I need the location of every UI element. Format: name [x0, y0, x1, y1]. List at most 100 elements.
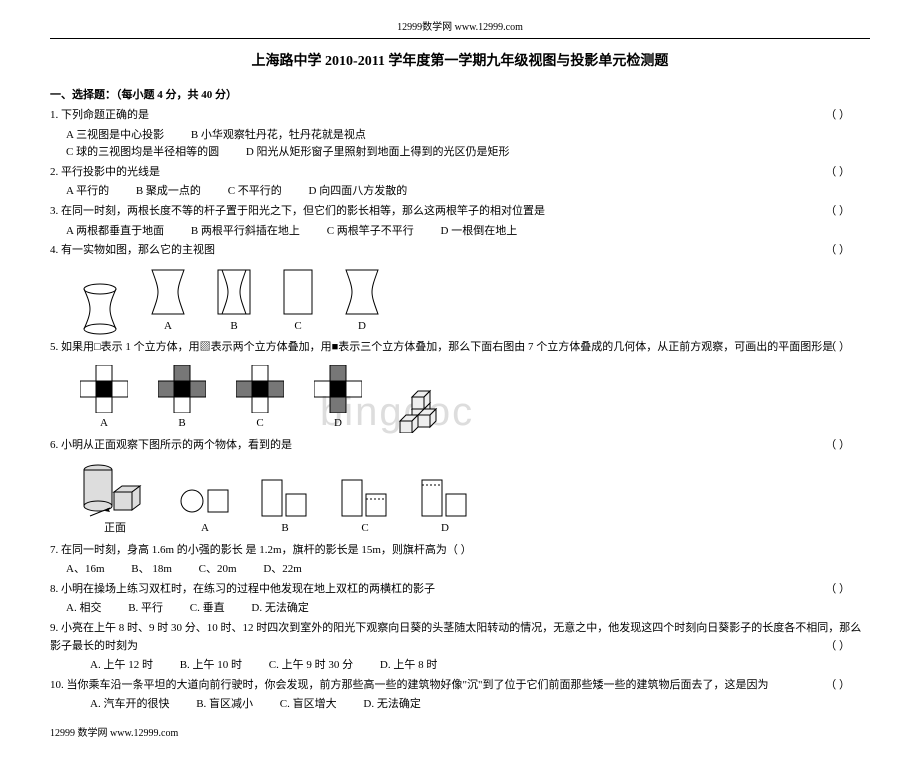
q5-opt-c: C: [236, 365, 284, 433]
hourglass-solid-icon: [80, 283, 120, 335]
opt-c: C 不平行的: [228, 185, 282, 197]
question-4: 4. 有一实物如图，那么它的主视图 （ ）: [50, 242, 870, 260]
view-a-icon: [180, 484, 230, 518]
q4-figures: A B C D: [50, 262, 870, 338]
label-d: D: [420, 520, 470, 538]
opt-b: B、 18m: [131, 563, 172, 575]
view-c-icon: [340, 478, 390, 518]
q9-stem: 9. 小亮在上午 8 时、9 时 30 分、10 时、12 时四次到室外的阳光下…: [50, 622, 861, 652]
page-title: 上海路中学 2010-2011 学年度第一学期九年级视图与投影单元检测题: [50, 51, 870, 73]
q4-opt-b: B: [216, 268, 252, 336]
label-c: C: [282, 318, 314, 336]
question-5: 5. 如果用□表示 1 个立方体，用▨表示两个立方体叠加，用■表示三个立方体叠加…: [50, 339, 870, 357]
q10-stem: 10. 当你乘车沿一条平坦的大道向前行驶时，你会发现，前方那些高一些的建筑物好像…: [50, 679, 768, 691]
q4-solid: [80, 283, 120, 335]
question-8: 8. 小明在操场上练习双杠时，在练习的过程中他发现在地上双杠的两横杠的影子 （ …: [50, 581, 870, 599]
grid-c-icon: [236, 365, 284, 413]
answer-blank: （ ）: [825, 437, 850, 455]
shape-a-icon: [150, 268, 186, 316]
opt-c: C、20m: [199, 563, 237, 575]
question-6: 6. 小明从正面观察下图所示的两个物体，看到的是 （ ）: [50, 437, 870, 455]
opt-d: D 阳光从矩形窗子里照射到地面上得到的光区仍是矩形: [246, 146, 510, 158]
q4-opt-d: D: [344, 268, 380, 336]
q6-objects: 正面: [80, 462, 150, 538]
opt-d: D 向四面八方发散的: [309, 185, 408, 197]
q6-opt-b: B: [260, 478, 310, 538]
label-b: B: [158, 415, 206, 433]
question-2: 2. 平行投影中的光线是 （ ）: [50, 164, 870, 182]
q4-opt-a: A: [150, 268, 186, 336]
opt-c: C 两根竿子不平行: [327, 225, 414, 237]
q1-stem: 1. 下列命题正确的是: [50, 109, 149, 121]
q5-stem: 5. 如果用□表示 1 个立方体，用▨表示两个立方体叠加，用■表示三个立方体叠加…: [50, 341, 833, 353]
header-url: 12999数学网 www.12999.com: [50, 20, 870, 39]
cylinder-cube-icon: [80, 462, 150, 518]
opt-a: A 两根都垂直于地面: [66, 225, 164, 237]
opt-c: C 球的三视图均是半径相等的圆: [66, 146, 219, 158]
front-label: 正面: [80, 520, 150, 538]
answer-blank: （ ）: [825, 242, 850, 260]
cube-stack-icon: [392, 381, 452, 433]
opt-c: C. 上午 9 时 30 分: [269, 659, 353, 671]
opt-a: A. 汽车开的很快: [90, 698, 169, 710]
q6-stem: 6. 小明从正面观察下图所示的两个物体，看到的是: [50, 439, 292, 451]
question-10: 10. 当你乘车沿一条平坦的大道向前行驶时，你会发现，前方那些高一些的建筑物好像…: [50, 677, 870, 695]
question-7: 7. 在同一时刻，身高 1.6m 的小强的影长 是 1.2m，旗杆的影长是 15…: [50, 542, 870, 560]
label-c: C: [236, 415, 284, 433]
q6-opt-d: D: [420, 478, 470, 538]
q6-figures: 正面 A B C D: [50, 456, 870, 540]
label-a: A: [180, 520, 230, 538]
opt-a: A. 上午 12 时: [90, 659, 153, 671]
opt-d: D 一根倒在地上: [441, 225, 518, 237]
grid-b-icon: [158, 365, 206, 413]
opt-b: B 聚成一点的: [136, 185, 201, 197]
q8-stem: 8. 小明在操场上练习双杠时，在练习的过程中他发现在地上双杠的两横杠的影子: [50, 583, 435, 595]
view-d-icon: [420, 478, 470, 518]
opt-a: A 平行的: [66, 185, 109, 197]
q5-opt-d: D: [314, 365, 362, 433]
answer-blank: （ ）: [825, 638, 850, 656]
label-a: A: [80, 415, 128, 433]
q7-stem: 7. 在同一时刻，身高 1.6m 的小强的影长 是 1.2m，旗杆的影长是 15…: [50, 544, 472, 556]
opt-b: B 两根平行斜插在地上: [191, 225, 300, 237]
shape-c-icon: [282, 268, 314, 316]
q2-stem: 2. 平行投影中的光线是: [50, 166, 160, 178]
shape-b-icon: [216, 268, 252, 316]
q6-opt-c: C: [340, 478, 390, 538]
q4-opt-c: C: [282, 268, 314, 336]
q4-stem: 4. 有一实物如图，那么它的主视图: [50, 244, 215, 256]
opt-c: C. 盲区增大: [280, 698, 337, 710]
label-a: A: [150, 318, 186, 336]
opt-b: B. 平行: [128, 602, 163, 614]
grid-a-icon: [80, 365, 128, 413]
label-b: B: [260, 520, 310, 538]
answer-blank: （ ）: [825, 203, 850, 221]
q3-options: A 两根都垂直于地面 B 两根平行斜插在地上 C 两根竿子不平行 D 一根倒在地…: [50, 223, 870, 241]
question-3: 3. 在同一时刻，两根长度不等的杆子置于阳光之下，但它们的影长相等，那么这两根竿…: [50, 203, 870, 221]
footer-url: 12999 数学网 www.12999.com: [50, 726, 870, 742]
opt-d: D、22m: [263, 563, 302, 575]
answer-blank: （ ）: [825, 339, 850, 357]
opt-c: C. 垂直: [190, 602, 225, 614]
section-heading: 一、选择题：（每小题 4 分，共 40 分）: [50, 87, 870, 105]
q3-stem: 3. 在同一时刻，两根长度不等的杆子置于阳光之下，但它们的影长相等，那么这两根竿…: [50, 205, 545, 217]
q5-figures: A B C: [50, 359, 870, 435]
opt-a: A. 相交: [66, 602, 101, 614]
q5-opt-a: A: [80, 365, 128, 433]
q6-opt-a: A: [180, 484, 230, 538]
q9-options: A. 上午 12 时 B. 上午 10 时 C. 上午 9 时 30 分 D. …: [50, 657, 870, 675]
opt-d: D. 无法确定: [251, 602, 308, 614]
opt-a: A、16m: [66, 563, 105, 575]
opt-d: D. 无法确定: [363, 698, 420, 710]
label-d: D: [344, 318, 380, 336]
q8-options: A. 相交 B. 平行 C. 垂直 D. 无法确定: [50, 600, 870, 618]
grid-d-icon: [314, 365, 362, 413]
q10-options: A. 汽车开的很快 B. 盲区减小 C. 盲区增大 D. 无法确定: [50, 696, 870, 714]
question-1: 1. 下列命题正确的是 （ ）: [50, 107, 870, 125]
q5-cubes: [392, 381, 452, 433]
label-d: D: [314, 415, 362, 433]
label-c: C: [340, 520, 390, 538]
view-b-icon: [260, 478, 310, 518]
q5-opt-b: B: [158, 365, 206, 433]
q2-options: A 平行的 B 聚成一点的 C 不平行的 D 向四面八方发散的: [50, 183, 870, 201]
